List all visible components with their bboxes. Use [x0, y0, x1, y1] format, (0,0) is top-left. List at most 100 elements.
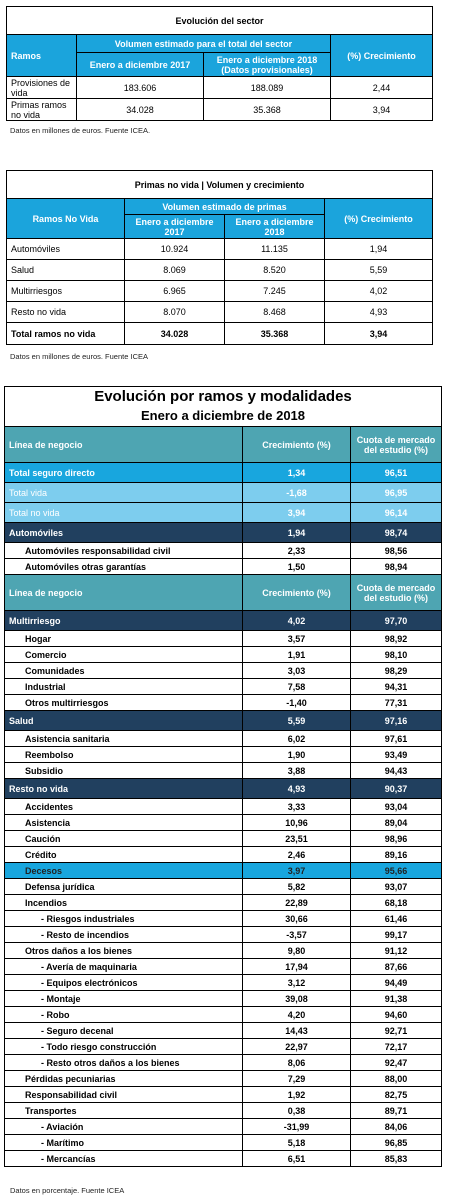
row-name: Otros multirriesgos	[4, 694, 243, 711]
row-cuota: 96,85	[350, 1134, 442, 1151]
no-vida-col-ramos: Ramos No Vida	[6, 198, 125, 239]
sector-title: Evolución del sector	[6, 6, 433, 35]
row-name: - Seguro decenal	[4, 1022, 243, 1039]
row-name: Automóviles	[4, 522, 243, 543]
row-name: Crédito	[4, 846, 243, 863]
ramos-col-crec: Crecimiento (%)	[242, 426, 351, 463]
row-name: Total vida	[4, 482, 243, 503]
row-2018: 7.245	[224, 280, 325, 302]
row-name: - Robo	[4, 1006, 243, 1023]
row-name: Reembolso	[4, 746, 243, 763]
row-cuota: 99,17	[350, 926, 442, 943]
no-vida-title: Primas no vida | Volumen y crecimiento	[6, 170, 433, 199]
ramos-col-cuota: Cuota de mercado del estudio (%)	[350, 574, 442, 611]
row-2018: 11.135	[224, 238, 325, 260]
row-cuota: 89,04	[350, 814, 442, 831]
table-row: - Resto otros daños a los bienes 8,06 92,4…	[4, 1054, 442, 1071]
row-name: Multirriesgo	[4, 610, 243, 631]
total-2017: 34.028	[124, 322, 225, 345]
row-name: Total seguro directo	[4, 462, 243, 483]
ramos-col-linea: Línea de negocio	[4, 426, 243, 463]
ramos-col-crec: Crecimiento (%)	[242, 574, 351, 611]
row-crec: 1,50	[242, 558, 351, 575]
table-row: Salud 5,59 97,16	[4, 710, 442, 731]
row-crec: 2,44	[330, 76, 433, 99]
table-row: Resto no vida 4,93 90,37	[4, 778, 442, 799]
row-name: Otros daños a los bienes	[4, 942, 243, 959]
row-name: Total no vida	[4, 502, 243, 523]
row-name: Comunidades	[4, 662, 243, 679]
row-cuota: 61,46	[350, 910, 442, 927]
table-row: - Equipos electrónicos 3,12 94,49	[4, 974, 442, 991]
row-cuota: 68,18	[350, 894, 442, 911]
sector-col-2018: Enero a diciembre 2018 (Datos provisiona…	[203, 52, 331, 77]
row-crec: 1,34	[242, 462, 351, 483]
table-row: Multirriesgo 4,02 97,70	[4, 610, 442, 631]
table-row: - Aviación -31,99 84,06	[4, 1118, 442, 1135]
ramos-note: Datos en porcentaje. Fuente ICEA	[10, 1186, 125, 1195]
row-cuota: 77,31	[350, 694, 442, 711]
row-name: Asistencia sanitaria	[4, 730, 243, 747]
row-crec: 5,18	[242, 1134, 351, 1151]
row-crec: 6,51	[242, 1150, 351, 1167]
row-cuota: 94,49	[350, 974, 442, 991]
sector-table: Evolución del sector Ramos Volumen estim…	[6, 6, 433, 121]
row-crec: 6,02	[242, 730, 351, 747]
table-row: - Avería de maquinaria 17,94 87,66	[4, 958, 442, 975]
row-crec: 8,06	[242, 1054, 351, 1071]
row-cuota: 96,14	[350, 502, 442, 523]
row-name: - Mercancías	[4, 1150, 243, 1167]
row-cuota: 94,43	[350, 762, 442, 779]
table-row: Industrial 7,58 94,31	[4, 678, 442, 695]
row-cuota: 95,66	[350, 862, 442, 879]
table-row: - Mercancías 6,51 85,83	[4, 1150, 442, 1167]
row-cuota: 88,00	[350, 1070, 442, 1087]
table-row: - Robo 4,20 94,60	[4, 1006, 442, 1023]
row-name: Resto no vida	[4, 778, 243, 799]
ramos-header-row: Línea de negocio Crecimiento (%) Cuota de …	[4, 574, 442, 611]
row-crec: -1,68	[242, 482, 351, 503]
table-row: Multirriesgos 6.965 7.245 4,02	[6, 280, 433, 302]
row-crec: 30,66	[242, 910, 351, 927]
row-name: Incendios	[4, 894, 243, 911]
table-row: Comercio 1,91 98,10	[4, 646, 442, 663]
sector-note: Datos en millones de euros. Fuente ICEA.	[10, 126, 151, 135]
table-row: Automóviles otras garantías 1,50 98,94	[4, 558, 442, 575]
table-row: Accidentes 3,33 93,04	[4, 798, 442, 815]
total-row: Total ramos no vida 34.028 35.368 3,94	[6, 322, 433, 345]
row-crec: 9,80	[242, 942, 351, 959]
row-cuota: 96,51	[350, 462, 442, 483]
table-row: Automóviles responsabilidad civil 2,33 98,…	[4, 542, 442, 559]
row-crec: 4,02	[242, 610, 351, 631]
sector-col-ramos: Ramos	[6, 34, 77, 77]
ramos-col-cuota: Cuota de mercado del estudio (%)	[350, 426, 442, 463]
row-crec: 7,29	[242, 1070, 351, 1087]
row-crec: 4,02	[324, 280, 433, 302]
sector-col-2017: Enero a diciembre 2017	[76, 52, 204, 77]
row-name: Automóviles responsabilidad civil	[4, 542, 243, 559]
row-crec: 3,88	[242, 762, 351, 779]
total-2018: 35.368	[224, 322, 325, 345]
row-crec: 3,03	[242, 662, 351, 679]
row-name: - Resto de incendios	[4, 926, 243, 943]
row-crec: 5,59	[242, 710, 351, 731]
row-name: Automóviles otras garantías	[4, 558, 243, 575]
row-name: Salud	[4, 710, 243, 731]
row-2017: 6.965	[124, 280, 225, 302]
no-vida-col-2018: Enero a diciembre 2018	[224, 214, 325, 239]
table-row: Pérdidas pecuniarias 7,29 88,00	[4, 1070, 442, 1087]
table-row: Hogar 3,57 98,92	[4, 630, 442, 647]
row-cuota: 96,95	[350, 482, 442, 503]
no-vida-col-volumen: Volumen estimado de primas	[124, 198, 325, 215]
table-row: Primas ramos no vida 34.028 35.368 3,94	[6, 98, 433, 121]
table-row: Crédito 2,46 89,16	[4, 846, 442, 863]
table-row: Total no vida 3,94 96,14	[4, 502, 442, 523]
table-row: Total seguro directo 1,34 96,51	[4, 462, 442, 483]
row-crec: -31,99	[242, 1118, 351, 1135]
table-row: Caución 23,51 98,96	[4, 830, 442, 847]
row-crec: 3,94	[242, 502, 351, 523]
ramos-header-row: Línea de negocio Crecimiento (%) Cuota de …	[4, 426, 442, 463]
row-crec: -1,40	[242, 694, 351, 711]
table-row: Asistencia sanitaria 6,02 97,61	[4, 730, 442, 747]
row-cuota: 92,47	[350, 1054, 442, 1071]
